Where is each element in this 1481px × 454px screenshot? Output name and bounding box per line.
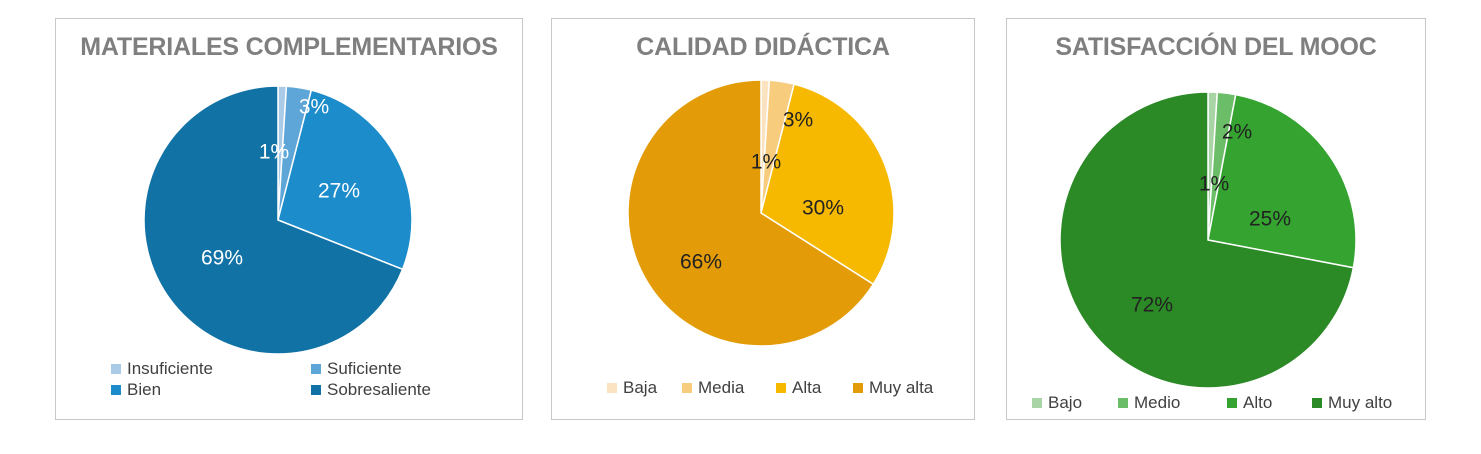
pie-slice-muy-alto: [1059, 91, 1355, 389]
legend-item: Muy alta: [853, 378, 933, 398]
legend-label: Alta: [792, 378, 822, 397]
legend-item: Sobresaliente: [311, 380, 431, 400]
data-label: 27%: [318, 180, 360, 203]
data-label: 1%: [259, 141, 289, 164]
chart-title: MATERIALES COMPLEMENTARIOS: [80, 33, 498, 61]
legend-swatch: [311, 385, 321, 395]
legend-label: Muy alto: [1328, 393, 1393, 412]
legend-item: Media: [682, 378, 744, 398]
chart-title: SATISFACCIÓN DEL MOOC: [1055, 33, 1377, 61]
legend-swatch: [682, 383, 692, 393]
legend-swatch: [1312, 398, 1322, 408]
legend-item: Medio: [1118, 393, 1180, 413]
legend-label: Media: [698, 378, 745, 397]
legend-item: Alto: [1227, 393, 1272, 413]
chart-panel-calidad: CALIDAD DIDÁCTICA 1% 3% 30% 66% Baja Media Al…: [551, 18, 975, 420]
legend-label: Bien: [127, 380, 162, 399]
legend-swatch: [607, 383, 617, 393]
chart-legend: Bajo Medio Alto Muy alto: [1007, 393, 1425, 443]
data-label: 2%: [1222, 121, 1252, 144]
chart-panel-satisfaccion: SATISFACCIÓN DEL MOOC 1% 2% 25% 72% Bajo Med…: [1006, 18, 1426, 420]
legend-swatch: [853, 383, 863, 393]
pie-chart: 1%3% 30% 66%: [627, 79, 895, 347]
legend-swatch: [111, 385, 121, 395]
legend-item: Bajo: [1032, 393, 1082, 413]
data-label: 1%: [1199, 173, 1229, 196]
legend-item: Muy alto: [1312, 393, 1392, 413]
data-label: 66%: [680, 251, 722, 274]
legend-item: Alta: [776, 378, 821, 398]
legend-swatch: [111, 364, 121, 374]
legend-label: Baja: [623, 378, 658, 397]
data-label: 3%: [299, 96, 329, 119]
pie-slice-muy-alta: [627, 79, 875, 347]
data-label: 30%: [802, 197, 844, 220]
legend-swatch: [1227, 398, 1237, 408]
legend-label: Alto: [1243, 393, 1273, 412]
pie-chart: 1% 2% 25% 72%: [1059, 91, 1357, 389]
legend-label: Bajo: [1048, 393, 1083, 412]
legend-swatch: [1032, 398, 1042, 408]
data-label: 72%: [1131, 294, 1173, 317]
legend-label: Insuficiente: [127, 359, 213, 378]
data-label: 3%: [783, 109, 813, 132]
legend-swatch: [776, 383, 786, 393]
data-label: 69%: [201, 247, 243, 270]
pie-chart: 1% 3% 27% 69%: [143, 85, 413, 355]
pie-slice-bien: [277, 89, 413, 271]
chart-legend: Baja Media Alta Muy alta: [552, 378, 974, 428]
legend-item: Baja: [607, 378, 657, 398]
legend-label: Sobresaliente: [327, 380, 431, 399]
legend-item: Insuficiente: [111, 359, 213, 379]
data-label: 1%: [751, 151, 781, 174]
data-label: 25%: [1249, 208, 1291, 231]
chart-legend: Insuficiente Suficiente Bien Sobresaliente: [56, 359, 522, 409]
legend-swatch: [1118, 398, 1128, 408]
chart-panel-materiales: MATERIALES COMPLEMENTARIOS 1% 3% 27% 69% In…: [55, 18, 523, 420]
legend-label: Muy alta: [869, 378, 934, 397]
pie-slice-sobresaliente: [143, 85, 404, 355]
legend-item: Suficiente: [311, 359, 402, 379]
legend-item: Bien: [111, 380, 161, 400]
pie-slice-alta: [760, 83, 895, 286]
legend-label: Suficiente: [327, 359, 402, 378]
legend-swatch: [311, 364, 321, 374]
legend-label: Medio: [1134, 393, 1181, 412]
pie-slice-alto: [1207, 93, 1357, 269]
chart-title: CALIDAD DIDÁCTICA: [636, 33, 890, 61]
